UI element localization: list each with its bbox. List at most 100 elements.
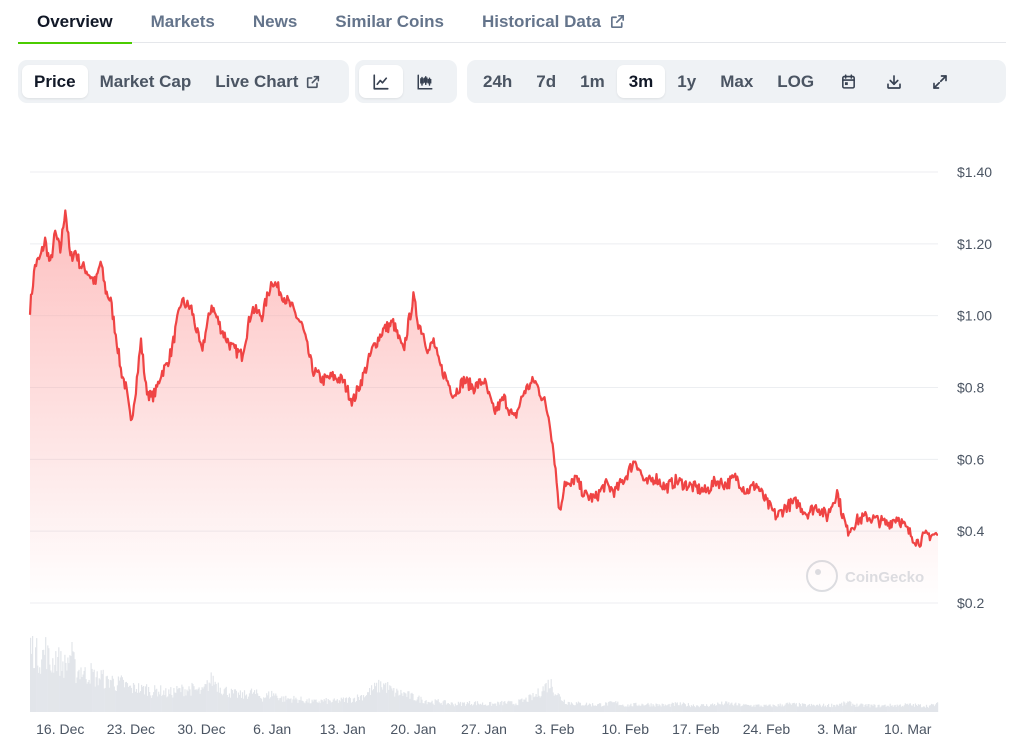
- volume-bar: [168, 689, 170, 712]
- volume-bar: [708, 706, 710, 712]
- x-tick-label: 23. Dec: [107, 721, 155, 737]
- volume-bar: [908, 703, 910, 712]
- volume-bar: [578, 702, 580, 712]
- volume-bar: [879, 707, 881, 712]
- volume-bar: [158, 691, 160, 712]
- volume-bar: [923, 706, 926, 712]
- volume-bar: [845, 704, 847, 712]
- volume-bar: [216, 691, 218, 712]
- volume-bar: [890, 705, 892, 712]
- volume-bar: [862, 704, 864, 712]
- volume-bar: [735, 702, 737, 712]
- volume-bar: [268, 691, 270, 712]
- volume-bar: [669, 706, 671, 712]
- range-1m-button[interactable]: 1m: [568, 65, 617, 98]
- volume-bar: [606, 702, 608, 712]
- volume-bar: [706, 704, 708, 712]
- volume-bar: [464, 705, 466, 712]
- volume-bar: [396, 688, 398, 712]
- volume-bar: [473, 702, 476, 712]
- volume-bar: [560, 700, 562, 712]
- live-chart-button[interactable]: Live Chart: [203, 65, 333, 98]
- volume-bar: [326, 703, 328, 712]
- volume-bar: [852, 703, 854, 712]
- volume-bar: [493, 703, 495, 712]
- volume-bar: [417, 697, 419, 712]
- market-cap-button[interactable]: Market Cap: [88, 65, 204, 98]
- volume-bar: [324, 700, 326, 712]
- volume-bar: [350, 702, 352, 712]
- range-1y-button[interactable]: 1y: [665, 65, 708, 98]
- external-link-icon: [305, 74, 321, 90]
- volume-bar: [342, 697, 344, 712]
- volume-bar: [148, 687, 150, 712]
- tab-markets[interactable]: Markets: [132, 0, 234, 43]
- volume-bar: [905, 704, 907, 712]
- volume-bar: [200, 689, 202, 712]
- volume-bar: [457, 701, 459, 712]
- volume-bar: [568, 702, 570, 712]
- volume-bar: [869, 707, 871, 712]
- volume-bar: [523, 699, 525, 712]
- volume-bar: [222, 693, 224, 712]
- volume-bar: [420, 696, 422, 712]
- tab-news[interactable]: News: [234, 0, 316, 43]
- volume-bar: [677, 705, 679, 712]
- volume-bar: [723, 705, 725, 712]
- volume-bar: [707, 705, 709, 712]
- volume-bar: [247, 696, 250, 712]
- range-7d-button[interactable]: 7d: [524, 65, 568, 98]
- candlestick-chart-button[interactable]: [403, 65, 447, 98]
- volume-bar: [104, 687, 106, 712]
- download-button[interactable]: [871, 65, 917, 98]
- volume-bar: [65, 662, 67, 712]
- volume-bar: [911, 705, 913, 712]
- volume-bar: [773, 705, 775, 712]
- range-3m-button[interactable]: 3m: [616, 65, 666, 98]
- volume-bar: [699, 705, 702, 712]
- volume-bar: [758, 704, 760, 712]
- volume-bar: [240, 697, 243, 712]
- volume-bar: [731, 702, 733, 712]
- x-tick-label: 13. Jan: [320, 721, 366, 737]
- volume-bar: [483, 705, 485, 712]
- volume-bar: [679, 702, 681, 712]
- volume-bar: [414, 700, 416, 712]
- tab-similar-coins[interactable]: Similar Coins: [316, 0, 463, 43]
- volume-bar: [451, 702, 453, 712]
- volume-bar: [393, 688, 395, 712]
- volume-bar: [229, 697, 231, 712]
- line-chart-button[interactable]: [359, 65, 403, 98]
- volume-bar: [394, 696, 396, 712]
- volume-bar: [545, 683, 547, 712]
- calendar-button[interactable]: [826, 65, 871, 98]
- volume-bar: [722, 704, 724, 712]
- volume-bar: [598, 703, 600, 712]
- range-24h-button[interactable]: 24h: [471, 65, 524, 98]
- volume-bar: [648, 704, 650, 712]
- volume-bar: [404, 692, 406, 712]
- volume-bar: [204, 684, 206, 712]
- price-chart[interactable]: $1.40 $1.20 $1.00 $0.8 $0.6 $0.4 $0.2 16. Dec 2…: [0, 120, 1024, 752]
- x-tick-label: 20. Jan: [390, 721, 436, 737]
- fullscreen-button[interactable]: [917, 65, 963, 98]
- volume-bar: [590, 706, 593, 712]
- volume-bar: [386, 692, 388, 712]
- volume-bar: [749, 706, 751, 712]
- volume-bar: [777, 704, 779, 712]
- price-button[interactable]: Price: [22, 65, 88, 98]
- tab-overview[interactable]: Overview: [18, 0, 132, 44]
- volume-bar: [139, 692, 141, 712]
- volume-bar: [916, 706, 918, 712]
- volume-bar: [304, 703, 306, 712]
- volume-bar: [317, 703, 319, 712]
- log-scale-button[interactable]: LOG: [765, 65, 826, 98]
- volume-bar: [462, 702, 464, 712]
- volume-bar: [899, 704, 901, 712]
- volume-bar: [399, 694, 401, 712]
- tab-historical-data[interactable]: Historical Data: [463, 0, 645, 43]
- volume-bar: [884, 704, 886, 712]
- chart-style-group: [355, 60, 457, 103]
- volume-bar: [600, 703, 602, 712]
- range-max-button[interactable]: Max: [708, 65, 765, 98]
